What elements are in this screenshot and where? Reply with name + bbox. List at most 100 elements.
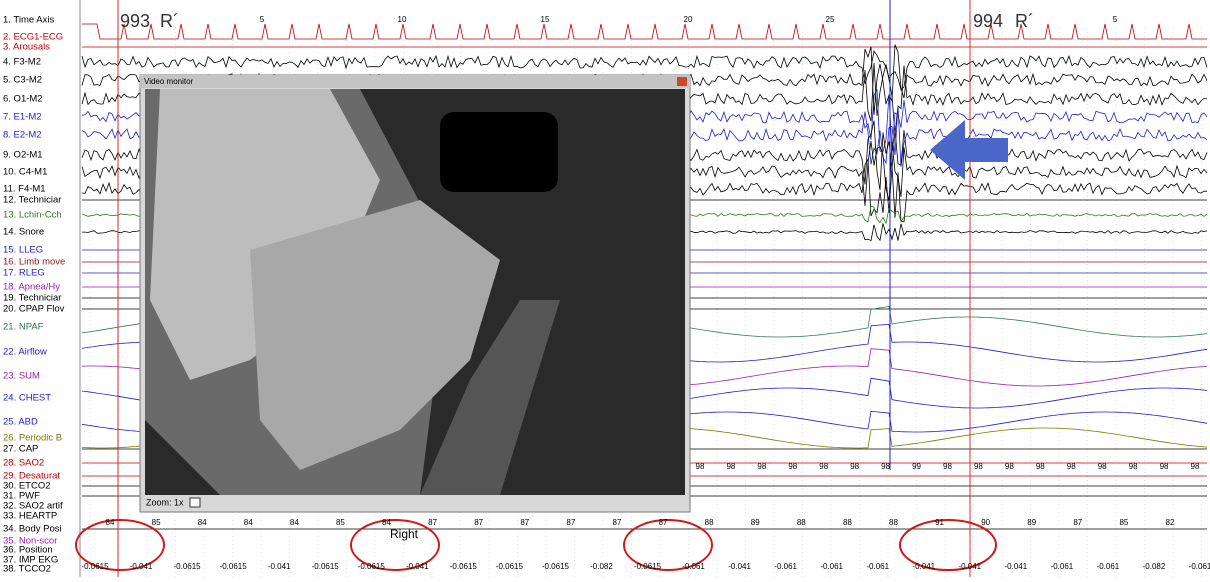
close-button[interactable] xyxy=(677,77,687,86)
time-tick: 10 xyxy=(398,15,407,24)
sao2-value: 98 xyxy=(819,462,828,471)
tcco2-value: -0.0615 xyxy=(81,562,109,571)
tcco2-value: -0.061 xyxy=(820,562,843,571)
channel-label: 22. Airflow xyxy=(3,347,47,358)
channel-label: 34. Body Posi xyxy=(3,524,62,535)
channel-label: 4. F3-M2 xyxy=(3,57,41,68)
page: 993 R´ 994 R´ Video monitor Zoom: 1x Rig… xyxy=(0,0,1210,577)
channel-label: 23. SUM xyxy=(3,371,40,382)
body-value: 89 xyxy=(1027,518,1036,527)
tcco2-value: -0.041 xyxy=(958,562,981,571)
body-value: 87 xyxy=(566,518,575,527)
tcco2-value: -0.0615 xyxy=(312,562,340,571)
tcco2-value: -0.061 xyxy=(1051,562,1074,571)
tcco2-value: -0.061 xyxy=(866,562,889,571)
tcco2-value: -0.061 xyxy=(774,562,797,571)
time-tick: 5 xyxy=(260,15,265,24)
channel-label: 19. Techniciar xyxy=(3,293,61,304)
channel-label: 21. NPAF xyxy=(3,322,44,333)
channel-label: 3. Arousals xyxy=(3,42,50,53)
channel-label: 11. F4-M1 xyxy=(3,184,46,195)
sao2-value: 98 xyxy=(788,462,797,471)
time-tick: 25 xyxy=(826,15,835,24)
channel-label: 8. E2-M2 xyxy=(3,130,42,141)
channel-label: 25. ABD xyxy=(3,417,38,428)
channel-label: 18. Apnea/Hy xyxy=(3,282,60,293)
tcco2-value: -0.0615 xyxy=(496,562,524,571)
tcco2-value: -0.041 xyxy=(1004,562,1027,571)
zoom-box[interactable] xyxy=(190,498,200,507)
tcco2-value: -0.041 xyxy=(912,562,935,571)
body-value: 85 xyxy=(336,518,345,527)
highlights xyxy=(76,520,996,570)
sao2-value: 98 xyxy=(1067,462,1076,471)
channel-label: 10. C4-M1 xyxy=(3,167,47,178)
tcco2-value: -0.0615 xyxy=(542,562,570,571)
tcco2-value: -0.0615 xyxy=(220,562,248,571)
body-value: 90 xyxy=(981,518,990,527)
tcco2-value: -0.061 xyxy=(1189,562,1210,571)
waveform xyxy=(82,24,1207,39)
video-monitor[interactable]: Video monitor Zoom: 1x xyxy=(140,75,690,512)
body-value: 84 xyxy=(198,518,207,527)
channel-label: 1. Time Axis xyxy=(3,15,54,26)
sao2-value: 98 xyxy=(1098,462,1107,471)
sao2-value: 98 xyxy=(974,462,983,471)
body-value: 87 xyxy=(659,518,668,527)
epoch-stage: R´ xyxy=(160,11,179,31)
tcco2-value: -0.0615 xyxy=(358,562,386,571)
time-tick: 5 xyxy=(1113,15,1118,24)
channel-label: 12. Techniciar xyxy=(3,195,61,206)
time-tick: 20 xyxy=(684,15,693,24)
channel-label: 28. SAO2 xyxy=(3,458,44,469)
channel-label: 6. O1-M2 xyxy=(3,94,43,105)
sao2-value: 98 xyxy=(850,462,859,471)
sao2-value: 98 xyxy=(1005,462,1014,471)
body-value: 88 xyxy=(889,518,898,527)
sao2-value: 98 xyxy=(881,462,890,471)
body-value: 84 xyxy=(244,518,253,527)
sao2-value: 98 xyxy=(696,462,705,471)
body-value: 88 xyxy=(797,518,806,527)
tcco2-value: -0.0615 xyxy=(634,562,662,571)
body-value: 88 xyxy=(843,518,852,527)
title-bar xyxy=(140,75,690,88)
face-mask xyxy=(440,112,558,192)
body-value: 87 xyxy=(613,518,622,527)
body-value: 87 xyxy=(1073,518,1082,527)
body-value: 87 xyxy=(474,518,483,527)
tcco2-value: -0.041 xyxy=(406,562,429,571)
video-title: Video monitor xyxy=(144,77,194,86)
channel-label: 17. RLEG xyxy=(3,268,45,279)
sao2-value: 98 xyxy=(943,462,952,471)
body-value: 84 xyxy=(382,518,391,527)
body-value: 85 xyxy=(152,518,161,527)
epoch-number: 993 xyxy=(120,11,150,31)
sao2-value: 98 xyxy=(1129,462,1138,471)
channel-label: 24. CHEST xyxy=(3,393,51,404)
epoch-stage: R´ xyxy=(1015,11,1034,31)
body-value: 91 xyxy=(935,518,944,527)
sao2-value: 98 xyxy=(1191,462,1200,471)
sao2-value: 99 xyxy=(912,462,921,471)
tcco2-value: -0.061 xyxy=(1097,562,1120,571)
tcco2-value: -0.041 xyxy=(728,562,751,571)
tcco2-value: -0.041 xyxy=(130,562,153,571)
psg-viewer: 993 R´ 994 R´ Video monitor Zoom: 1x Rig… xyxy=(0,0,1210,577)
channel-label: 7. E1-M2 xyxy=(3,112,42,123)
sao2-value: 98 xyxy=(1160,462,1169,471)
tcco2-value: -0.041 xyxy=(268,562,291,571)
time-tick: 15 xyxy=(541,15,550,24)
sao2-value: 98 xyxy=(1036,462,1045,471)
tcco2-value: -0.082 xyxy=(590,562,613,571)
channel-label: 20. CPAP Flov xyxy=(3,304,65,315)
channel-label: 13. Lchin-Cch xyxy=(3,210,62,221)
body-value: 88 xyxy=(705,518,714,527)
channel-label: 15. LLEG xyxy=(3,245,43,256)
channel-label: 16. Limb move xyxy=(3,257,65,268)
body-value: 84 xyxy=(290,518,299,527)
sao2-value: 98 xyxy=(757,462,766,471)
tcco2-value: -0.0615 xyxy=(174,562,202,571)
body-value: 87 xyxy=(428,518,437,527)
zoom-label: Zoom: 1x xyxy=(146,497,184,507)
